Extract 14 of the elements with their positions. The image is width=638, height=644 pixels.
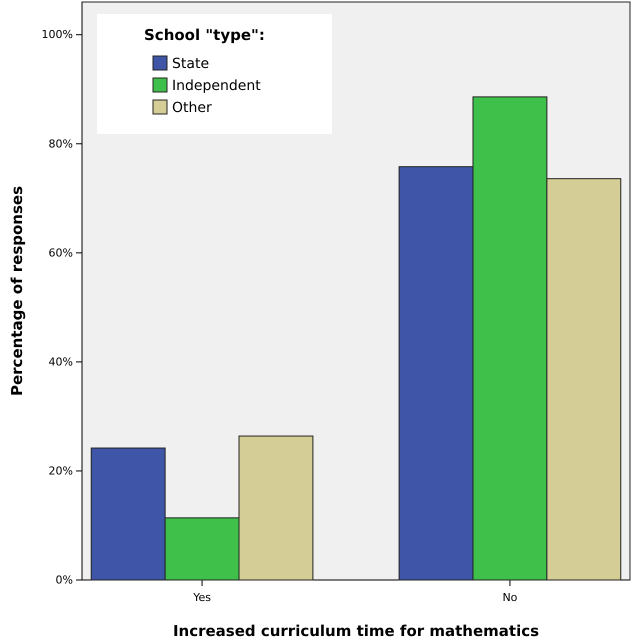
legend-label: Independent	[172, 78, 262, 94]
y-tick-label: 100%	[42, 28, 73, 42]
y-tick-label: 80%	[48, 137, 73, 150]
x-tick-label: No	[502, 591, 518, 604]
y-tick-label: 60%	[48, 246, 73, 260]
y-tick-label: 20%	[48, 464, 73, 478]
legend-title: School "type":	[144, 26, 265, 44]
legend-label: Other	[172, 100, 212, 116]
legend-label: State	[172, 56, 210, 72]
y-tick-label: 40%	[48, 355, 73, 368]
y-tick-label: 0%	[56, 574, 73, 587]
x-tick-label: Yes	[192, 591, 212, 604]
y-axis-title: Percentage of responses	[8, 186, 26, 396]
x-axis-title: Increased curriculum time for mathematics	[172, 622, 540, 640]
